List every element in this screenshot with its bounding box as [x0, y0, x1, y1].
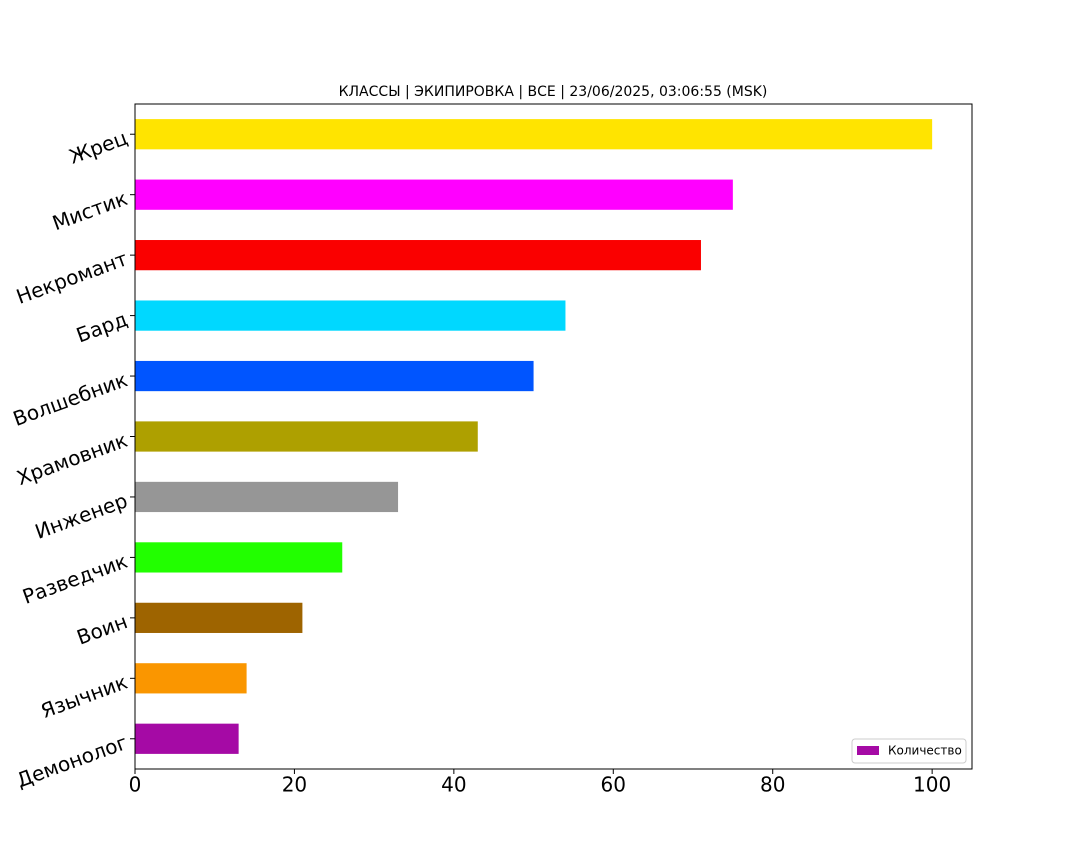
bar [135, 300, 566, 331]
x-tick-label: 20 [282, 773, 307, 797]
y-tick-label: Некромант [13, 246, 131, 308]
bar [135, 119, 933, 150]
chart-title: КЛАССЫ | ЭКИПИРОВКА | ВСЕ | 23/06/2025, … [339, 84, 768, 100]
x-tick-label: 60 [601, 773, 626, 797]
legend-label: Количество [888, 744, 962, 758]
bar [135, 542, 343, 573]
x-tick-label: 40 [441, 773, 466, 797]
legend-box [851, 738, 967, 764]
bar [135, 421, 478, 452]
y-tick-label: Язычник [38, 670, 131, 723]
legend-swatch [857, 746, 879, 755]
bar [135, 179, 733, 210]
y-tick-label: Воин [73, 609, 130, 649]
bar [135, 360, 534, 392]
x-tick-label: 0 [129, 773, 142, 797]
y-tick-label: Инженер [32, 488, 131, 544]
x-tick-label: 100 [913, 773, 951, 797]
bar [135, 663, 247, 694]
y-tick-label: Жрец [66, 126, 131, 169]
y-tick-label: Храмовник [13, 428, 130, 490]
bar [135, 602, 303, 633]
y-tick-label: Мистик [49, 186, 130, 235]
y-tick-label: Бард [73, 307, 131, 348]
bar [135, 481, 399, 513]
y-tick-label: Демонолог [13, 730, 130, 792]
bar [135, 240, 701, 271]
x-tick-label: 80 [760, 773, 785, 797]
y-tick-label: Волшебник [10, 367, 131, 431]
y-tick-label: Разведчик [19, 549, 130, 609]
bar [135, 723, 239, 754]
